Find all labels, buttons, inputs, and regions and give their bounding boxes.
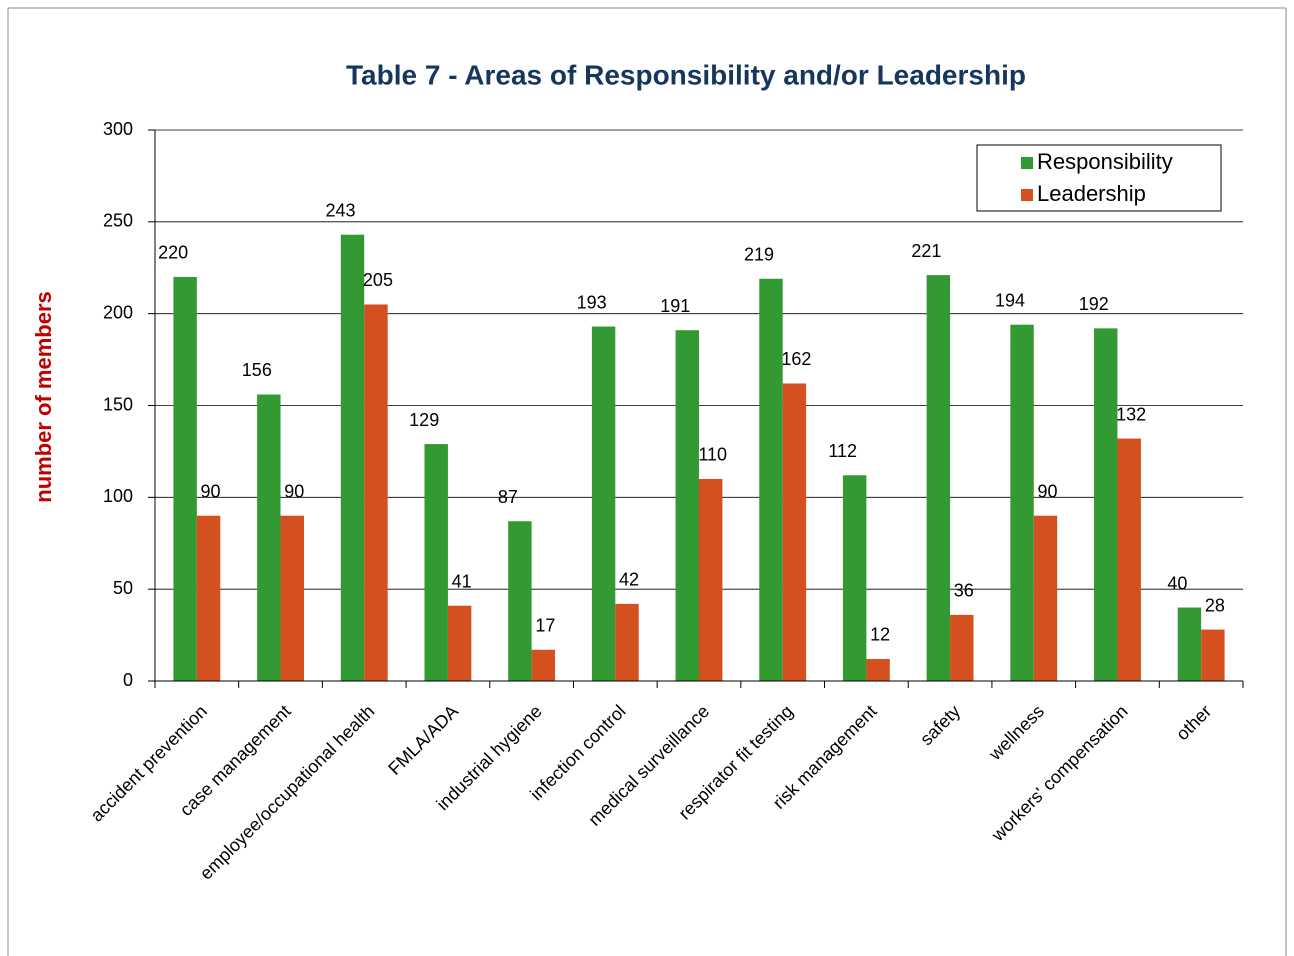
legend-box: [976, 144, 1222, 212]
y-tick-label: 100: [103, 486, 133, 506]
x-tick-label: FMLA/ADA: [384, 701, 462, 779]
value-label: 40: [1167, 573, 1187, 593]
value-label: 112: [828, 441, 857, 461]
bar: [196, 515, 221, 681]
bar: [950, 614, 974, 681]
bar: [842, 475, 867, 681]
legend-label: Leadership: [1037, 181, 1146, 206]
value-label: 129: [409, 410, 439, 430]
y-tick-label: 150: [103, 394, 133, 414]
value-label: 193: [577, 292, 607, 312]
value-label: 219: [744, 245, 774, 265]
bar: [926, 275, 951, 681]
bar: [675, 330, 699, 681]
bar: [508, 521, 532, 681]
bar: [1010, 324, 1034, 681]
value-label: 87: [498, 487, 518, 507]
bar: [340, 234, 365, 681]
bar: [1117, 438, 1141, 681]
value-label: 243: [325, 200, 355, 220]
value-label: 162: [781, 349, 811, 369]
bar: [591, 326, 616, 681]
bar: [1201, 629, 1225, 681]
x-tick-label: employee/occupational health: [196, 701, 379, 884]
x-tick-label: wellness: [984, 701, 1048, 765]
bar: [364, 304, 388, 681]
bar: [1033, 515, 1058, 681]
chart-title: Table 7 - Areas of Responsibility and/or…: [346, 59, 1026, 90]
legend-swatch: [1021, 189, 1033, 201]
y-tick-label: 0: [123, 670, 133, 690]
bar: [173, 276, 197, 681]
bar: [531, 649, 556, 681]
bar: [866, 658, 890, 681]
value-label: 156: [242, 360, 272, 380]
value-label: 132: [1116, 404, 1146, 424]
bar: [424, 444, 448, 681]
value-label: 12: [870, 625, 890, 645]
y-tick-label: 200: [103, 302, 133, 322]
value-label: 90: [201, 481, 221, 501]
value-label: 17: [535, 616, 555, 636]
value-label: 41: [452, 571, 472, 591]
bar: [615, 603, 639, 681]
bar: [699, 478, 723, 681]
value-label: 36: [954, 581, 974, 601]
value-label: 205: [363, 270, 393, 290]
x-tick-label: safety: [916, 701, 964, 749]
value-label: 191: [660, 296, 690, 316]
value-label: 42: [619, 570, 639, 590]
legend-label: Responsibility: [1037, 149, 1173, 174]
value-label: 221: [911, 241, 941, 261]
value-label: 192: [1079, 294, 1109, 314]
bar: [1094, 328, 1118, 681]
value-label: 90: [1037, 481, 1057, 501]
value-label: 110: [698, 445, 727, 465]
value-label: 28: [1205, 595, 1225, 615]
bar: [280, 515, 304, 681]
value-label: 194: [995, 290, 1025, 310]
legend-swatch: [1021, 157, 1033, 169]
y-axis-label: number of members: [31, 291, 56, 503]
bar: [447, 605, 472, 681]
y-tick-label: 250: [103, 211, 133, 231]
bar: [257, 394, 281, 681]
x-tick-label: other: [1172, 701, 1215, 744]
bar: [759, 278, 783, 681]
y-tick-label: 50: [113, 578, 133, 598]
y-tick-label: 300: [103, 119, 133, 139]
bar: [782, 383, 807, 681]
x-tick-label: workers' compensation: [987, 701, 1132, 846]
value-label: 90: [284, 481, 304, 501]
value-label: 220: [158, 243, 188, 263]
bar: [1177, 607, 1202, 681]
